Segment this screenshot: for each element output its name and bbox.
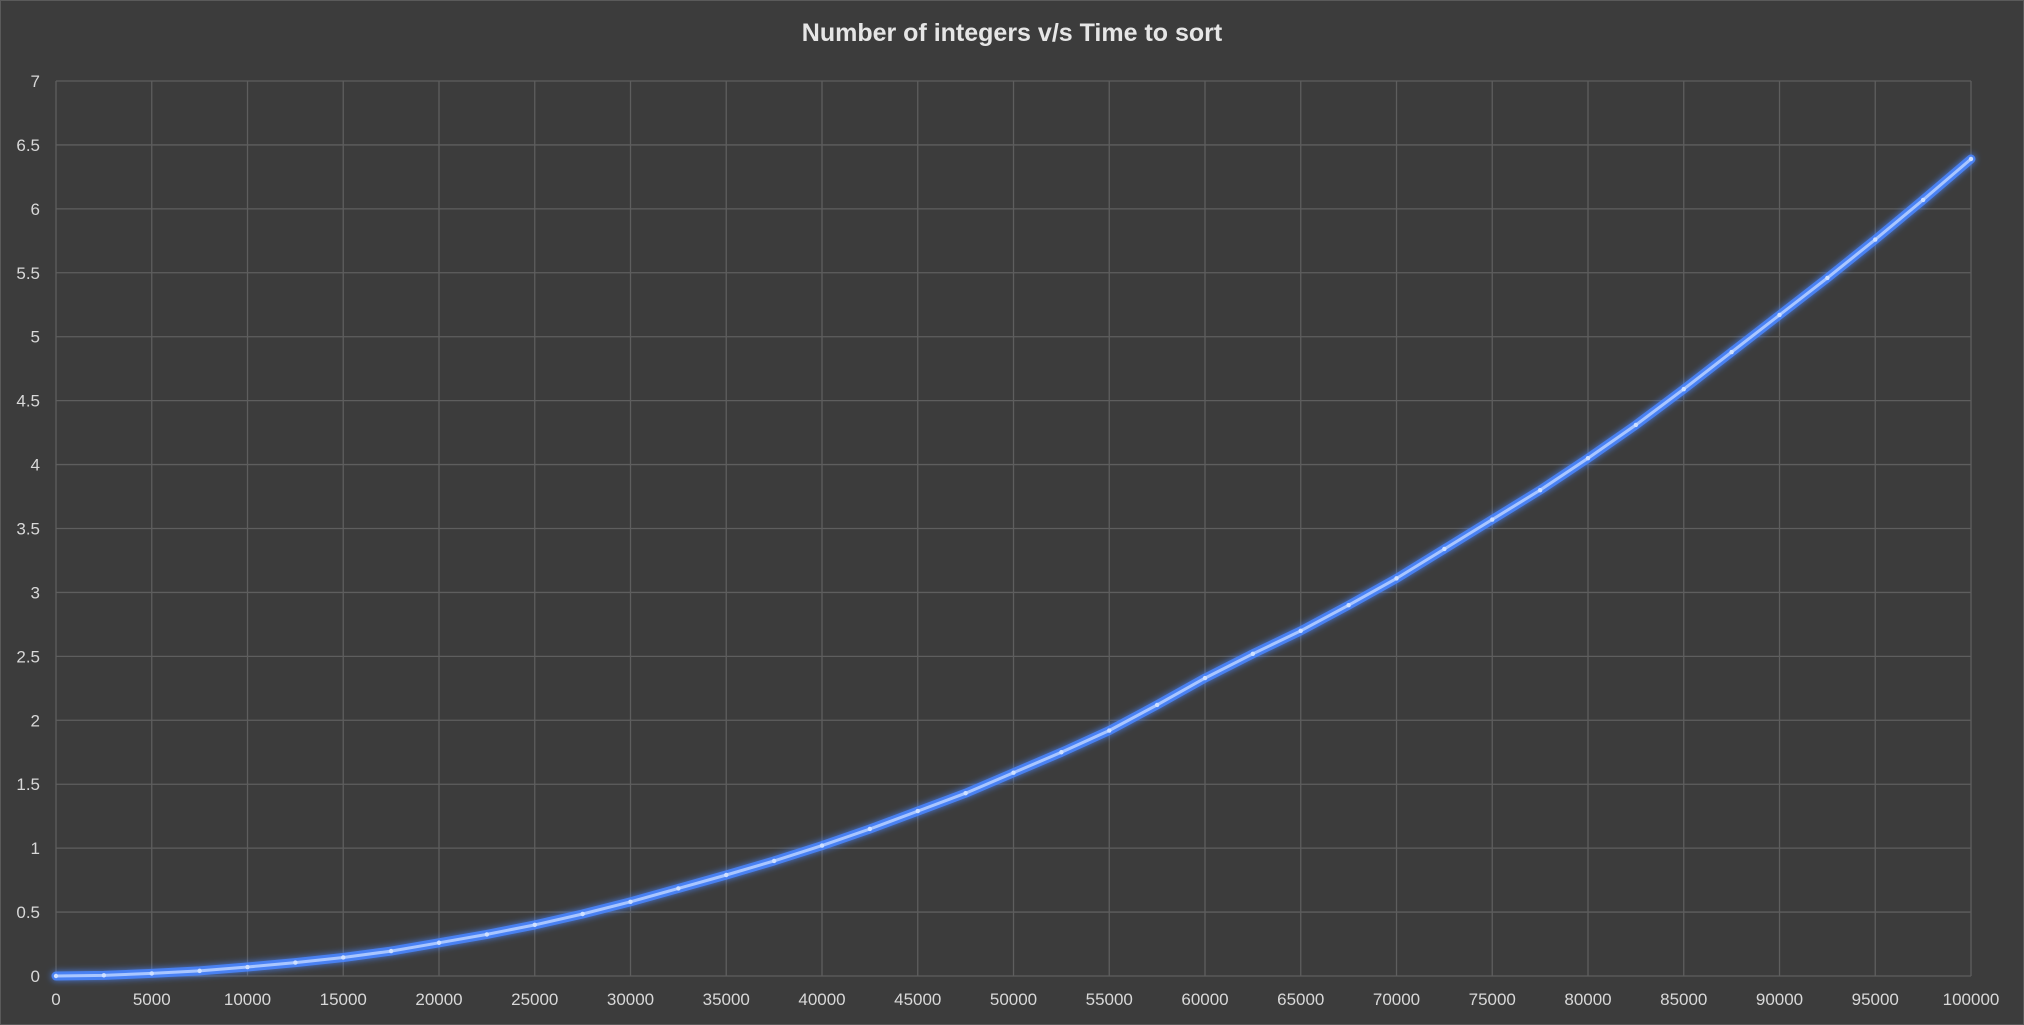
data-point — [1633, 422, 1639, 428]
x-tick-label: 25000 — [511, 990, 558, 1009]
y-tick-label: 0 — [31, 967, 40, 986]
data-point — [1154, 702, 1160, 708]
y-tick-label: 0.5 — [16, 903, 40, 922]
x-tick-label: 65000 — [1277, 990, 1324, 1009]
data-point — [1873, 237, 1878, 242]
data-point — [1968, 156, 1974, 162]
y-tick-label: 3.5 — [16, 520, 40, 539]
data-point — [484, 932, 490, 937]
data-point — [1825, 275, 1830, 281]
y-tick-label: 4 — [31, 456, 40, 475]
data-point — [1585, 455, 1591, 461]
data-point — [1394, 576, 1399, 581]
x-tick-label: 75000 — [1469, 990, 1516, 1009]
x-tick-label: 0 — [51, 990, 60, 1009]
x-tick-label: 90000 — [1756, 990, 1803, 1009]
x-tick-label: 30000 — [607, 990, 654, 1009]
x-tick-label: 55000 — [1086, 990, 1133, 1009]
data-point — [149, 971, 154, 976]
y-tick-label: 2.5 — [16, 647, 40, 666]
data-point — [1202, 675, 1208, 681]
data-point — [676, 886, 681, 891]
y-tick-label: 4.5 — [16, 392, 40, 411]
data-point — [1346, 603, 1351, 608]
data-point — [580, 911, 585, 917]
data-point — [1681, 386, 1686, 392]
y-tick-label: 6.5 — [16, 136, 40, 155]
series-layer — [51, 154, 1976, 981]
data-point — [436, 940, 442, 945]
data-point — [628, 899, 633, 905]
y-tick-label: 6 — [31, 200, 40, 219]
x-tick-label: 70000 — [1373, 990, 1420, 1009]
x-tick-label: 80000 — [1564, 990, 1611, 1009]
y-tick-label: 1.5 — [16, 775, 40, 794]
data-point — [915, 808, 920, 814]
data-point — [724, 872, 729, 878]
y-tick-label: 2 — [31, 711, 40, 730]
x-tick-label: 95000 — [1852, 990, 1899, 1009]
data-point — [293, 960, 298, 965]
data-point — [1490, 517, 1495, 522]
y-tick-label: 1 — [31, 839, 40, 858]
data-point — [1920, 197, 1926, 203]
data-point — [341, 955, 346, 960]
y-tick-label: 3 — [31, 583, 40, 602]
axis-labels: 0 0.5 1 1.5 2 2.5 3 3.5 4 4.5 5 5.5 6 6.5 7 0 5000 10000 1… — [16, 72, 1999, 1009]
data-point — [1107, 728, 1112, 733]
x-tick-label: 40000 — [798, 990, 845, 1009]
x-tick-label: 45000 — [894, 990, 941, 1009]
x-tick-label: 100000 — [1943, 990, 2000, 1009]
x-tick-label: 35000 — [703, 990, 750, 1009]
chart-title: Number of integers v/s Time to sort — [801, 19, 1223, 47]
data-point — [101, 973, 107, 978]
data-point — [388, 948, 394, 954]
data-point — [1729, 349, 1734, 355]
data-point — [532, 922, 537, 928]
x-tick-label: 50000 — [990, 990, 1037, 1009]
data-point — [1442, 546, 1447, 552]
y-tick-label: 7 — [31, 72, 40, 91]
x-tick-label: 85000 — [1660, 990, 1707, 1009]
y-tick-label: 5.5 — [16, 264, 40, 283]
grid-layer — [55, 80, 1972, 977]
data-point — [1011, 770, 1016, 775]
x-tick-label: 15000 — [320, 990, 367, 1009]
x-tick-label: 20000 — [415, 990, 462, 1009]
data-point — [53, 973, 59, 979]
x-tick-label: 10000 — [224, 990, 271, 1009]
data-point — [819, 843, 825, 848]
data-point — [1059, 750, 1064, 755]
data-point — [197, 968, 202, 974]
data-point — [1250, 651, 1256, 656]
data-point — [1537, 487, 1543, 493]
data-point — [1298, 628, 1303, 633]
data-point — [771, 858, 777, 864]
data-point — [245, 964, 250, 970]
x-tick-label: 5000 — [133, 990, 171, 1009]
x-tick-label: 60000 — [1181, 990, 1228, 1009]
data-point — [963, 790, 968, 796]
y-tick-label: 5 — [31, 328, 40, 347]
data-point — [1777, 312, 1782, 318]
data-point — [867, 826, 873, 832]
